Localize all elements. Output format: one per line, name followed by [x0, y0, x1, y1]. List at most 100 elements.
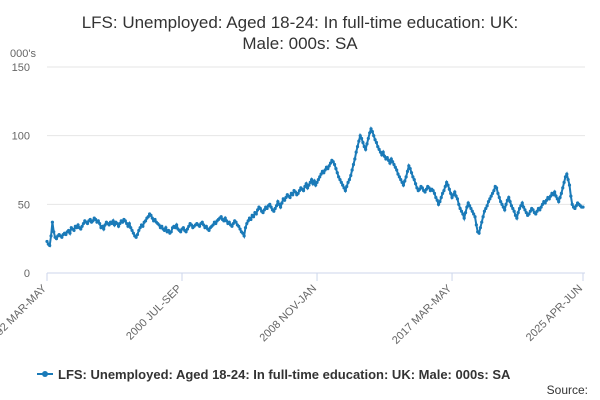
x-tick-label: 1992 MAR-MAY — [0, 282, 50, 347]
data-point — [472, 212, 476, 216]
data-point — [265, 206, 269, 211]
data-point — [559, 191, 563, 195]
data-point — [184, 230, 188, 234]
data-point — [481, 215, 485, 219]
data-point — [380, 153, 384, 157]
data-point — [131, 231, 136, 235]
data-point — [570, 202, 574, 206]
data-point — [262, 208, 266, 212]
data-point — [129, 226, 133, 230]
data-point — [49, 234, 53, 238]
data-point — [557, 199, 561, 204]
data-point — [258, 206, 262, 211]
data-point — [486, 199, 491, 204]
data-point — [312, 179, 316, 183]
data-point — [315, 180, 319, 184]
data-point — [115, 221, 119, 226]
data-point — [474, 223, 478, 227]
data-point — [48, 243, 52, 248]
data-point — [162, 228, 167, 233]
data-point — [436, 202, 441, 206]
x-tick-label: 2017 MAR-MAY — [390, 282, 455, 347]
data-point — [547, 197, 551, 201]
data-point — [81, 221, 86, 226]
data-point — [358, 134, 362, 138]
data-point — [187, 224, 191, 228]
data-point — [153, 217, 157, 222]
data-point — [354, 150, 358, 154]
data-point — [368, 131, 372, 135]
data-point — [200, 220, 204, 224]
data-point — [268, 202, 272, 206]
data-point — [197, 224, 202, 228]
data-point — [427, 186, 431, 190]
y-axis-label: 000's — [10, 48, 36, 60]
data-point — [357, 139, 361, 143]
data-point — [409, 171, 414, 175]
data-point — [465, 205, 469, 209]
data-point — [246, 219, 250, 223]
data-point — [111, 219, 115, 223]
data-point — [517, 206, 522, 211]
data-point — [52, 230, 56, 234]
data-point — [388, 161, 392, 165]
data-point — [504, 202, 508, 206]
data-point — [455, 197, 460, 201]
data-point — [173, 226, 177, 230]
data-point — [445, 180, 449, 184]
data-point — [305, 186, 310, 190]
data-point — [361, 140, 365, 145]
data-point — [490, 191, 495, 195]
data-point — [466, 201, 470, 205]
data-point — [359, 136, 364, 141]
data-point — [98, 221, 102, 226]
data-point — [540, 202, 545, 206]
data-point — [273, 206, 277, 211]
data-point — [278, 205, 283, 209]
data-point — [489, 194, 493, 198]
data-point — [370, 129, 374, 134]
data-point — [149, 213, 153, 217]
data-point — [434, 195, 438, 200]
data-point — [492, 189, 496, 193]
data-point — [349, 173, 353, 178]
data-point — [137, 228, 141, 233]
data-point — [166, 228, 171, 233]
data-point — [319, 172, 323, 176]
data-point — [418, 187, 422, 191]
data-point — [539, 205, 543, 209]
data-point — [470, 209, 474, 213]
data-point — [574, 204, 578, 208]
data-point — [283, 198, 287, 202]
data-point — [385, 156, 389, 160]
data-point — [243, 226, 248, 230]
data-point — [297, 189, 302, 193]
x-tick-label: 2025 APR-JUN — [524, 283, 585, 344]
data-point — [341, 183, 345, 187]
data-point — [551, 193, 555, 197]
data-point — [376, 145, 380, 149]
data-point — [308, 180, 312, 184]
data-point — [432, 191, 437, 195]
data-point — [393, 165, 397, 169]
data-point — [548, 194, 553, 198]
data-point — [332, 162, 337, 167]
data-point — [459, 209, 464, 213]
data-point — [211, 223, 215, 227]
data-point — [508, 199, 512, 204]
data-point — [68, 231, 72, 235]
data-point — [256, 208, 260, 212]
data-point — [399, 178, 403, 182]
data-point — [169, 230, 173, 234]
data-point — [310, 178, 314, 182]
data-point — [496, 191, 500, 195]
data-point — [467, 204, 472, 208]
data-point — [400, 180, 404, 184]
data-point — [395, 168, 399, 172]
legend-marker — [42, 371, 48, 377]
data-point — [274, 204, 279, 208]
data-point — [420, 186, 424, 190]
data-point — [480, 220, 484, 224]
x-tick-label: 2000 JUL-SEP — [124, 283, 184, 343]
data-point — [544, 198, 549, 202]
